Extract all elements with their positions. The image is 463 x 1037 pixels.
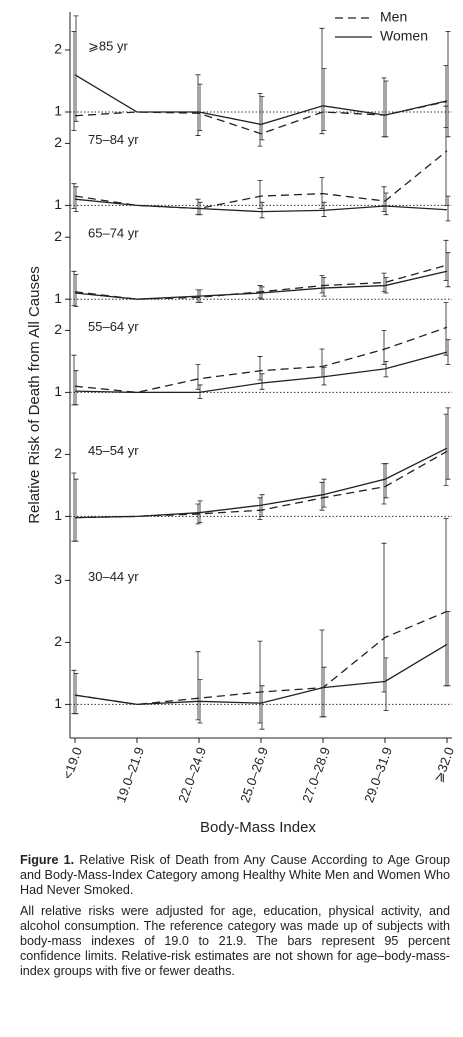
error-bar (73, 15, 79, 122)
series-line (74, 100, 448, 135)
error-bar (321, 478, 327, 508)
caption-label: Figure 1. (20, 853, 75, 867)
y-tick-label: 2 (54, 228, 62, 244)
y-tick-label: 2 (54, 134, 62, 150)
series-line (74, 270, 448, 300)
error-bar (197, 679, 203, 724)
x-tick-label: 25.0–26.9 (237, 745, 271, 804)
series-line (74, 150, 448, 210)
y-tick-label: 1 (54, 196, 62, 212)
error-bar (321, 201, 327, 217)
series-line (74, 351, 448, 394)
y-tick-label: 1 (54, 695, 62, 711)
error-bar (445, 195, 451, 222)
error-bar (321, 666, 327, 718)
panel-title: 45–54 yr (88, 443, 139, 458)
error-bar (383, 463, 389, 499)
error-bar (321, 277, 327, 297)
x-axis-label: Body-Mass Index (200, 819, 316, 836)
caption-note: All relative risks were adjusted for age… (20, 904, 450, 978)
caption: Figure 1. Relative Risk of Death from An… (20, 853, 450, 985)
error-bar (383, 277, 389, 294)
series-line (74, 198, 448, 213)
error-bar (321, 68, 327, 131)
panel-title: 30–44 yr (88, 569, 139, 584)
y-tick-label: 2 (54, 321, 62, 337)
x-tick-label: 19.0–21.9 (113, 745, 147, 804)
error-bar (381, 330, 387, 365)
error-bar (259, 201, 265, 219)
y-tick-label: 1 (54, 507, 62, 523)
panel-title: ⩾85 yr (88, 38, 128, 53)
error-bar (319, 27, 325, 135)
panel-title: 75–84 yr (88, 132, 139, 147)
error-bar (259, 494, 265, 517)
series-line (74, 74, 448, 126)
error-bar (445, 611, 451, 687)
chart: Relative Risk of Death from All Causes B… (26, 9, 457, 836)
series-line (74, 450, 448, 519)
series-line (74, 447, 448, 519)
error-bar (445, 407, 451, 480)
x-tick-label: 22.0–24.9 (175, 745, 209, 804)
error-bar (383, 80, 389, 138)
error-bar (257, 93, 263, 147)
error-bar (445, 252, 451, 288)
y-tick-label: 2 (54, 41, 62, 57)
legend-label: Women (380, 28, 428, 44)
y-tick-label: 1 (54, 383, 62, 399)
y-tick-label: 2 (54, 445, 62, 461)
error-bar (197, 289, 203, 303)
error-bar (321, 367, 327, 386)
error-bar (259, 286, 265, 300)
caption-text: Relative Risk of Death from Any Cause Ac… (20, 853, 450, 897)
error-bar (259, 96, 265, 141)
error-bar (383, 192, 389, 216)
error-bar (383, 657, 389, 711)
y-tick-label: 1 (54, 103, 62, 119)
panel-title: 55–64 yr (88, 319, 139, 334)
error-bar (73, 673, 79, 715)
error-bar (73, 274, 79, 308)
x-tick-label: ⩾32.0 (431, 745, 457, 784)
error-bar (197, 201, 203, 216)
error-bar (73, 370, 79, 406)
caption-title: Figure 1. Relative Risk of Death from An… (20, 853, 450, 898)
error-bar (445, 339, 451, 365)
y-tick-label: 3 (54, 571, 62, 587)
x-tick-label: 27.0–28.9 (299, 745, 333, 804)
error-bar (197, 384, 203, 399)
y-axis-label: Relative Risk of Death from All Causes (26, 266, 43, 524)
y-tick-label: 1 (54, 290, 62, 306)
series-line (74, 264, 448, 300)
error-bar (73, 186, 79, 212)
error-bar (195, 74, 201, 136)
series-line (74, 610, 448, 706)
x-tick-label: 29.0–31.9 (361, 745, 395, 804)
y-tick-label: 2 (54, 633, 62, 649)
panel-title: 65–74 yr (88, 226, 139, 241)
x-tick-label: <19.0 (60, 745, 85, 781)
error-bar (383, 361, 389, 378)
error-bar (73, 478, 79, 542)
series-line (74, 326, 448, 394)
error-bar (259, 685, 265, 730)
error-bar (197, 83, 203, 131)
legend-label: Men (380, 9, 407, 25)
series-line (74, 643, 448, 706)
error-bar (259, 373, 265, 390)
error-bar (197, 500, 203, 523)
